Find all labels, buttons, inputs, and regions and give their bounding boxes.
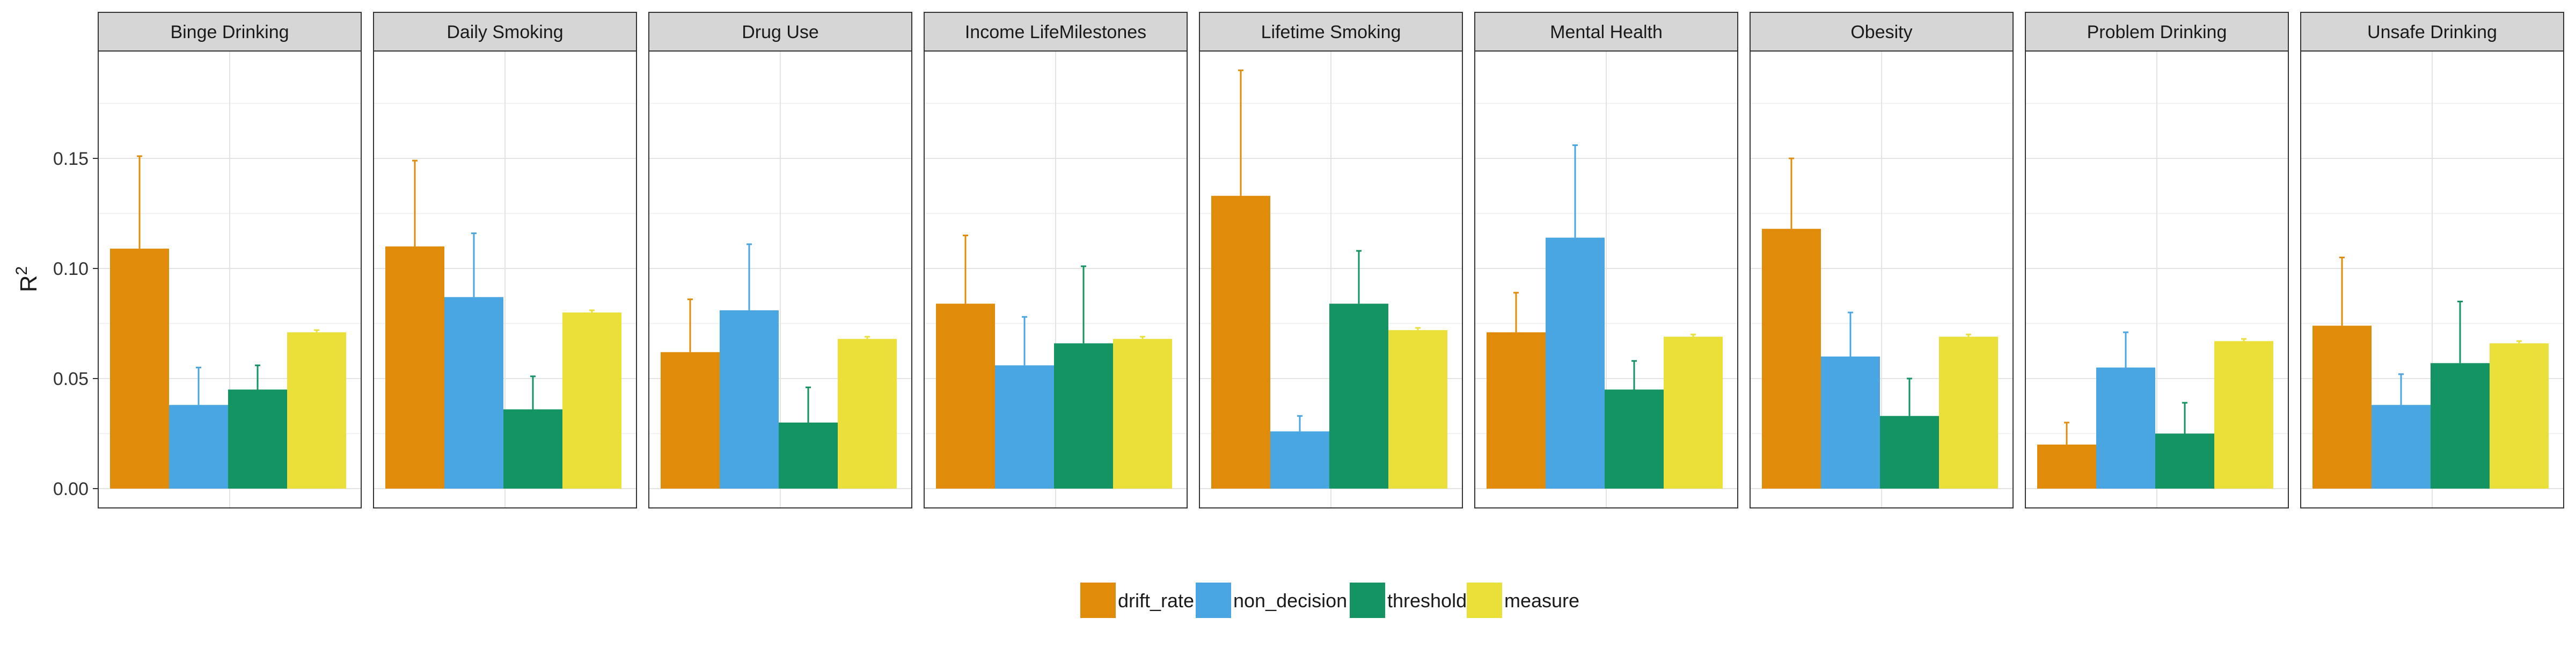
facet-panel: Drug Use: [648, 12, 912, 508]
y-tick-label: 0.05: [53, 369, 89, 389]
facet-title: Income LifeMilestones: [965, 22, 1146, 42]
facet-title: Obesity: [1850, 22, 1912, 42]
facet-strip: [2300, 12, 2564, 52]
bar-drift-rate: [1762, 229, 1821, 489]
bar-drift-rate: [1487, 332, 1546, 489]
bar-drift-rate: [110, 249, 169, 489]
bar-measure: [1388, 330, 1447, 489]
legend-label: drift_rate: [1118, 590, 1194, 612]
facet-title: Daily Smoking: [447, 22, 563, 42]
bar-threshold: [1605, 389, 1664, 489]
bar-threshold: [228, 389, 287, 489]
facet-strip: [924, 12, 1188, 52]
bar-drift-rate: [385, 246, 444, 489]
facet-panel: Daily Smoking: [373, 12, 637, 508]
panel-border: [2300, 50, 2564, 508]
bar-non-decision: [1821, 357, 1880, 489]
facet-strip: [373, 12, 637, 52]
y-axis-title: R2: [13, 266, 42, 292]
panel-border: [924, 50, 1188, 508]
bar-threshold: [1880, 416, 1939, 489]
bar-threshold: [779, 423, 838, 489]
facet-title: Problem Drinking: [2087, 22, 2227, 42]
y-tick-label: 0.10: [53, 259, 89, 279]
facet-strip: [2025, 12, 2289, 52]
bar-non-decision: [169, 405, 228, 489]
facet-strip: [98, 12, 362, 52]
y-tick-label: 0.00: [53, 479, 89, 499]
bar-measure: [838, 339, 897, 489]
facet-strip: [1199, 12, 1463, 52]
facet-strip: [648, 12, 912, 52]
legend-label: non_decision: [1233, 590, 1347, 612]
facet-title: Mental Health: [1550, 22, 1663, 42]
legend-key-drift-rate: [1080, 583, 1116, 618]
facet-panel: Mental Health: [1474, 12, 1738, 508]
facet-panel: Problem Drinking: [2025, 12, 2289, 508]
legend-label: threshold: [1387, 590, 1467, 612]
bar-non-decision: [2372, 405, 2431, 489]
bar-threshold: [2155, 433, 2214, 489]
bar-measure: [562, 312, 621, 489]
facet-title: Lifetime Smoking: [1261, 22, 1401, 42]
bar-drift-rate: [2037, 445, 2096, 489]
bar-threshold: [2431, 363, 2490, 489]
bar-drift-rate: [936, 303, 995, 489]
bar-threshold: [503, 409, 562, 489]
legend-key-measure: [1467, 583, 1502, 618]
facet-title: Binge Drinking: [170, 22, 289, 42]
panel-border: [98, 50, 362, 508]
facet-panel: Unsafe Drinking: [2300, 12, 2564, 508]
facet-panel: Income LifeMilestones: [924, 12, 1188, 508]
bar-drift-rate: [2312, 325, 2372, 489]
panel-border: [1199, 50, 1463, 508]
legend-label: measure: [1504, 590, 1579, 612]
bar-non-decision: [1270, 431, 1329, 489]
bar-measure: [1664, 337, 1723, 489]
legend-key-non-decision: [1196, 583, 1231, 618]
bar-measure: [2490, 343, 2549, 489]
bar-threshold: [1329, 303, 1388, 489]
panel-border: [2025, 50, 2289, 508]
bar-non-decision: [444, 297, 503, 489]
panel-border: [1474, 50, 1738, 508]
bar-measure: [1113, 339, 1172, 489]
bar-threshold: [1054, 343, 1113, 489]
y-tick-label: 0.15: [53, 149, 89, 169]
bar-non-decision: [2096, 367, 2155, 489]
facet-panel: Obesity: [1750, 12, 2014, 508]
bar-non-decision: [720, 310, 779, 489]
bar-measure: [287, 332, 346, 489]
legend: drift_rate non_decision threshold measure: [1080, 583, 1579, 618]
facet-panel: Binge Drinking: [98, 12, 362, 508]
panel-border: [648, 50, 912, 508]
bar-drift-rate: [1211, 195, 1270, 489]
panel-border: [373, 50, 637, 508]
panel-border: [1750, 50, 2014, 508]
facet-panel: Lifetime Smoking: [1199, 12, 1463, 508]
bar-non-decision: [995, 365, 1054, 489]
bar-non-decision: [1546, 237, 1605, 489]
legend-key-threshold: [1350, 583, 1385, 618]
bar-measure: [2214, 341, 2273, 489]
y-axis-title-base: R: [16, 275, 42, 292]
bar-measure: [1939, 337, 1998, 489]
bar-drift-rate: [661, 352, 720, 489]
y-axis-title-superscript: 2: [13, 266, 31, 275]
facet-title: Unsafe Drinking: [2367, 22, 2497, 42]
facet-title: Drug Use: [742, 22, 819, 42]
